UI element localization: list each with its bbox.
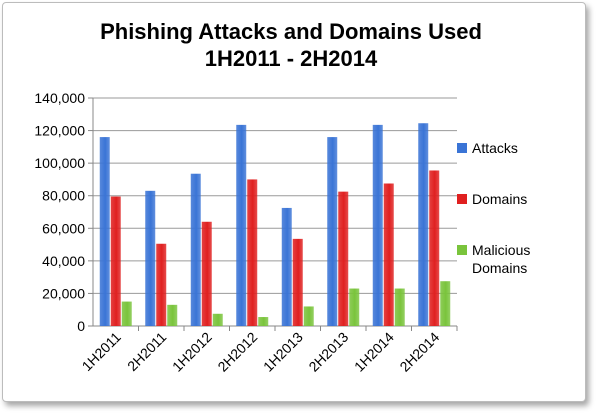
legend-label-malicious-domains: Malicious Domains [472,242,531,276]
bar-domains [156,243,167,326]
legend-label-domains: Domains [472,191,528,207]
bar-domains [292,238,303,326]
y-tick-label: 40,000 [42,253,85,269]
bar-domains [429,170,440,326]
bar-attacks [145,190,156,326]
y-tick-label: 20,000 [42,285,85,301]
legend-item-attacks: Attacks [457,139,582,157]
x-tick-label: 2H2012 [214,329,260,375]
bar-domains [247,179,258,326]
bar-attacks [190,173,201,326]
chart-title: Phishing Attacks and Domains Used 1H2011… [0,18,582,72]
bar-attacks [99,137,110,326]
legend-item-domains: Domains [457,190,582,208]
bar-malicious-domains [349,288,360,326]
legend-item-malicious-domains: Malicious Domains [457,241,582,277]
x-tick-label: 2H2014 [396,329,442,375]
chart-title-line2: 1H2011 - 2H2014 [204,46,378,71]
x-tick-label: 1H2013 [260,329,306,375]
y-tick-label: 120,000 [34,123,85,139]
x-tick-label: 2H2013 [305,329,351,375]
bar-malicious-domains [258,317,269,326]
y-tick-label: 60,000 [42,220,85,236]
x-tick-label: 1H2014 [351,329,397,375]
chart-legend: Attacks Domains Malicious Domains [457,0,587,414]
legend-swatch-malicious-domains [457,245,467,255]
bar-malicious-domains [121,301,132,326]
bar-domains [338,191,349,326]
legend-label-attacks: Attacks [472,140,518,156]
bar-malicious-domains [212,313,223,326]
legend-swatch-attacks [457,143,467,153]
x-tick-label: 1H2012 [169,329,215,375]
y-tick-label: 80,000 [42,188,85,204]
bar-malicious-domains [303,306,314,326]
x-tick-label: 2H2011 [124,329,169,374]
bar-malicious-domains [394,288,405,326]
chart-title-line1: Phishing Attacks and Domains Used [100,19,482,44]
y-tick-label: 140,000 [34,90,85,106]
y-tick-label: 0 [77,318,85,334]
bar-domains [110,196,121,326]
bar-attacks [281,207,292,326]
bar-malicious-domains [167,304,178,326]
chart-frame [2,2,586,402]
legend-swatch-domains [457,194,467,204]
bar-domains [383,183,394,326]
bar-attacks [418,123,429,326]
bar-domains [201,221,212,326]
bar-attacks [327,137,338,326]
bar-attacks [236,124,247,326]
y-tick-label: 100,000 [34,155,85,171]
bar-attacks [372,124,383,326]
bar-malicious-domains [440,281,451,326]
x-tick-label: 1H2011 [79,329,124,374]
